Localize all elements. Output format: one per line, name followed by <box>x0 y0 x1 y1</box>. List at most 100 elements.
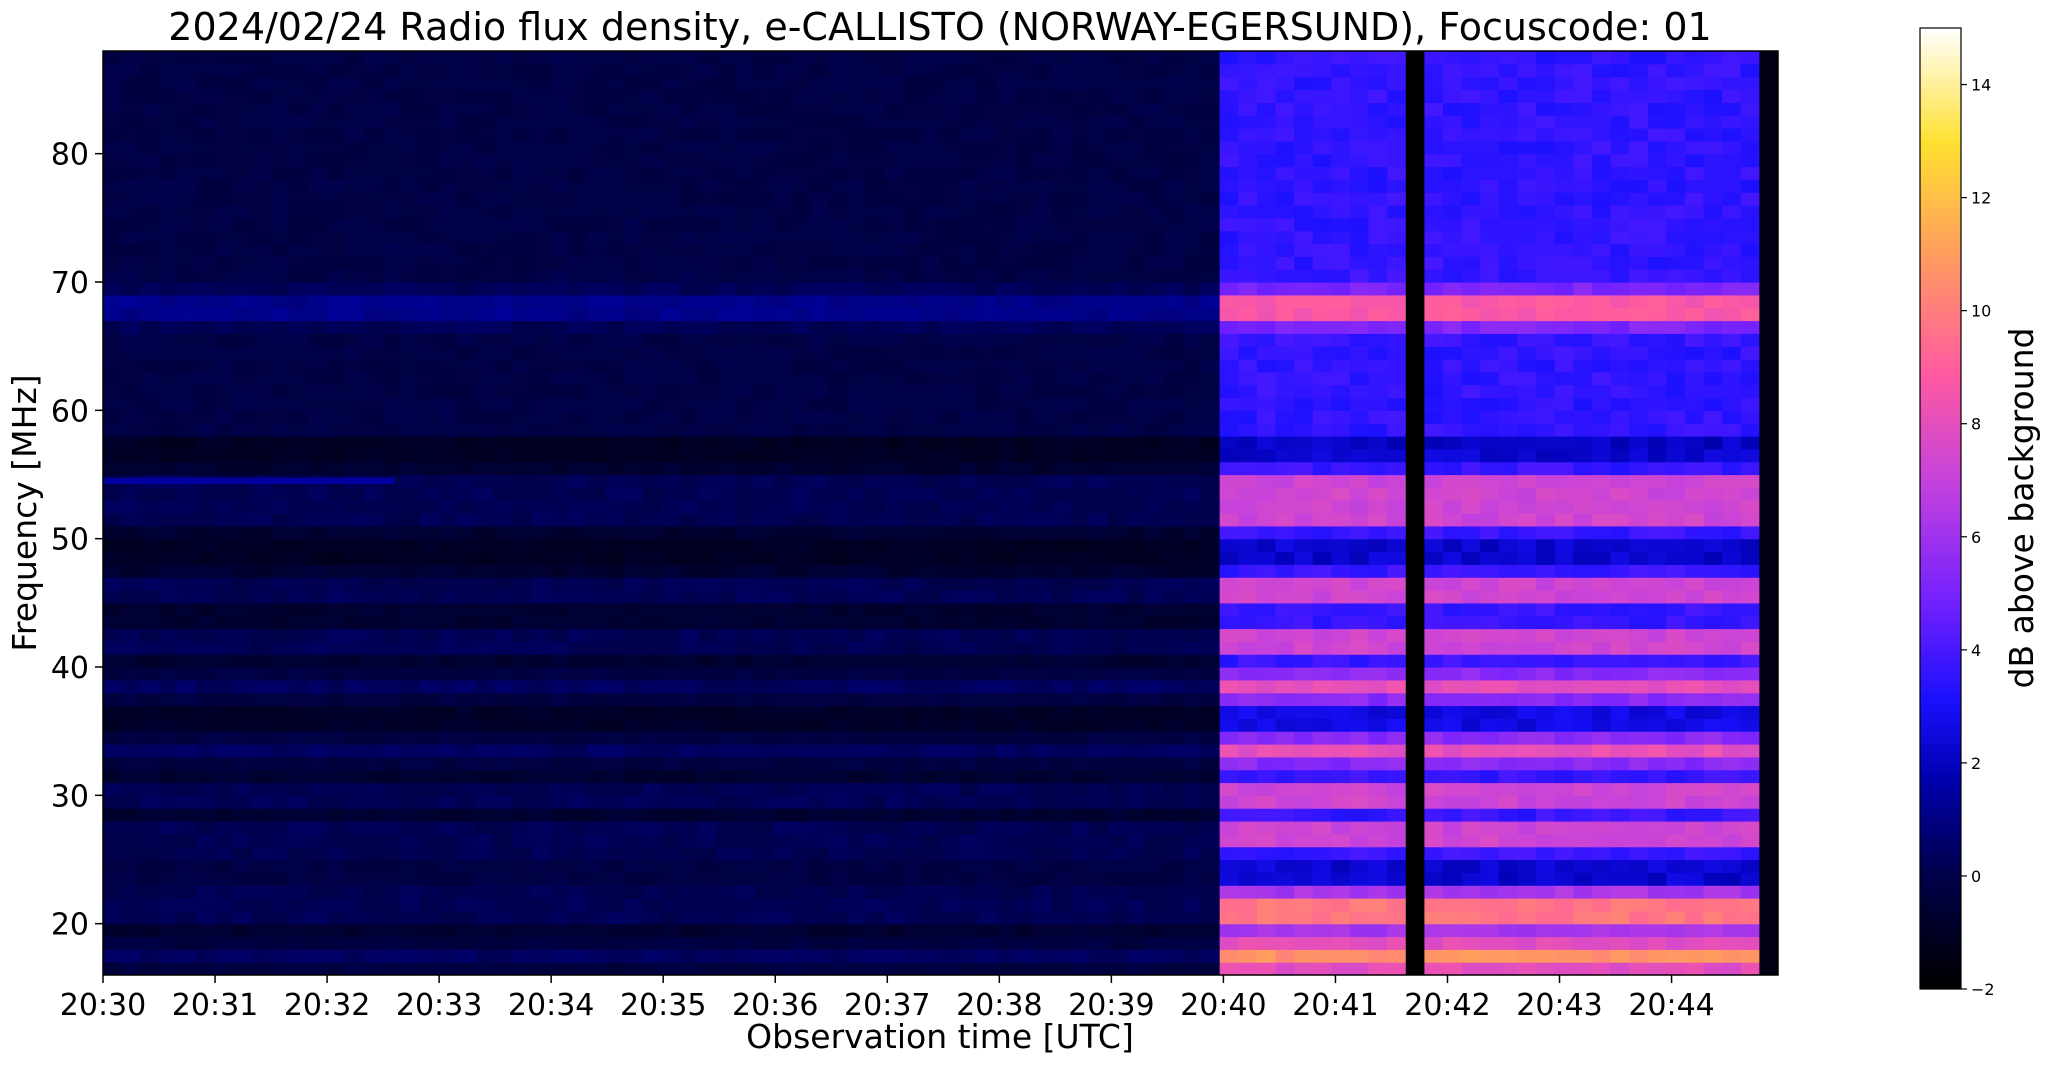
spectrogram-cell <box>103 333 123 347</box>
spectrogram-cell <box>1014 602 1035 617</box>
spectrogram-cell <box>1554 282 1574 296</box>
spectrogram-cell <box>549 294 569 309</box>
spectrogram-cell <box>940 525 960 540</box>
spectrogram-cell <box>624 872 644 886</box>
spectrogram-cell <box>1610 795 1630 809</box>
spectrogram-cell <box>1759 949 1778 963</box>
spectrogram-cell <box>1722 282 1742 296</box>
spectrogram-cell <box>1163 756 1184 771</box>
spectrogram-cell <box>419 833 439 848</box>
spectrogram-cell <box>1443 731 1463 745</box>
spectrogram-cell <box>1014 397 1035 411</box>
spectrogram-cell <box>493 577 514 591</box>
spectrogram-cell <box>158 320 179 334</box>
spectrogram-cell <box>1740 821 1760 835</box>
spectrogram-cell <box>1461 333 1481 347</box>
spectrogram-cell <box>679 371 700 386</box>
spectrogram-cell <box>1163 371 1184 386</box>
spectrogram-cell <box>1517 615 1537 630</box>
spectrogram-cell <box>791 282 811 296</box>
spectrogram-cell <box>121 307 141 322</box>
spectrogram-cell <box>382 294 402 309</box>
spectrogram-cell <box>1256 744 1277 758</box>
spectrogram-cell <box>661 846 681 861</box>
spectrogram-cell <box>1070 371 1090 386</box>
spectrogram-cell <box>1740 410 1760 424</box>
spectrogram-cell <box>326 371 346 386</box>
spectrogram-cell <box>977 474 997 488</box>
spectrogram-cell <box>847 910 867 925</box>
spectrogram-cell <box>1647 654 1667 668</box>
spectrogram-cell <box>1443 615 1463 630</box>
spectrogram-cell <box>1647 294 1667 309</box>
spectrogram-cell <box>1610 282 1630 296</box>
spectrogram-cell <box>1349 692 1370 707</box>
spectrogram-cell <box>382 923 402 938</box>
spectrogram-cell <box>1275 898 1295 912</box>
spectrogram-cell <box>456 538 476 553</box>
spectrogram-cell <box>605 371 625 386</box>
spectrogram-cell <box>140 744 160 758</box>
spectrogram-cell <box>1052 769 1072 784</box>
spectrogram-cell <box>1405 538 1425 553</box>
spectrogram-cell <box>1256 602 1277 617</box>
spectrogram-cell <box>382 756 402 771</box>
spectrogram-cell <box>1331 564 1351 578</box>
spectrogram-cell <box>121 744 141 758</box>
spectrogram-cell <box>866 821 886 835</box>
spectrogram-cell <box>140 654 160 668</box>
spectrogram-cell <box>717 513 737 527</box>
spectrogram-cell <box>549 474 569 488</box>
spectrogram-cell <box>1145 590 1165 604</box>
spectrogram-cell <box>1201 538 1221 553</box>
spectrogram-cell <box>158 628 179 642</box>
spectrogram-cell <box>1405 371 1425 386</box>
spectrogram-cell <box>1684 269 1705 283</box>
spectrogram-cell <box>400 654 420 668</box>
spectrogram-cell <box>1163 551 1184 565</box>
spectrogram-cell <box>307 654 327 668</box>
spectrogram-cell <box>586 294 607 309</box>
spectrogram-cell <box>1573 782 1593 796</box>
spectrogram-cell <box>1573 667 1593 681</box>
spectrogram-cell <box>1182 346 1202 360</box>
spectrogram-cell <box>1052 923 1072 938</box>
spectrogram-cell <box>344 859 365 873</box>
spectrogram-cell <box>121 513 141 527</box>
spectrogram-cell <box>177 448 197 463</box>
spectrogram-cell <box>1014 371 1035 386</box>
spectrogram-cell <box>140 525 160 540</box>
spectrogram-cell <box>382 962 402 975</box>
spectrogram-cell <box>1740 436 1760 450</box>
spectrogram-cell <box>475 872 495 886</box>
spectrogram-cell <box>847 705 867 719</box>
spectrogram-cell <box>661 731 681 745</box>
spectrogram-cell <box>1108 307 1128 322</box>
spectrogram-cell <box>1145 718 1165 732</box>
spectrogram-cell <box>1517 410 1537 424</box>
spectrogram-cell <box>1684 705 1705 719</box>
spectrogram-cell <box>140 846 160 861</box>
spectrogram-cell <box>307 513 327 527</box>
spectrogram-cell <box>754 423 774 437</box>
spectrogram-cell <box>1201 833 1221 848</box>
spectrogram-cell <box>177 628 197 642</box>
spectrogram-cell <box>363 602 383 617</box>
spectrogram-cell <box>1666 833 1686 848</box>
spectrogram-cell <box>642 898 662 912</box>
spectrogram-cell <box>605 898 625 912</box>
spectrogram-cell <box>1405 513 1425 527</box>
spectrogram-cell <box>1294 667 1314 681</box>
spectrogram-cell <box>921 474 942 488</box>
spectrogram-cell <box>1033 692 1053 707</box>
spectrogram-cell <box>326 538 346 553</box>
spectrogram-cell <box>698 359 718 373</box>
spectrogram-cell <box>400 782 420 796</box>
spectrogram-cell <box>1349 898 1370 912</box>
spectrogram-cell <box>1349 756 1370 771</box>
spectrogram-cell <box>568 782 588 796</box>
spectrogram-cell <box>884 833 904 848</box>
spectrogram-cell <box>326 872 346 886</box>
spectrogram-cell <box>1498 923 1519 938</box>
spectrogram-cell <box>1684 846 1705 861</box>
